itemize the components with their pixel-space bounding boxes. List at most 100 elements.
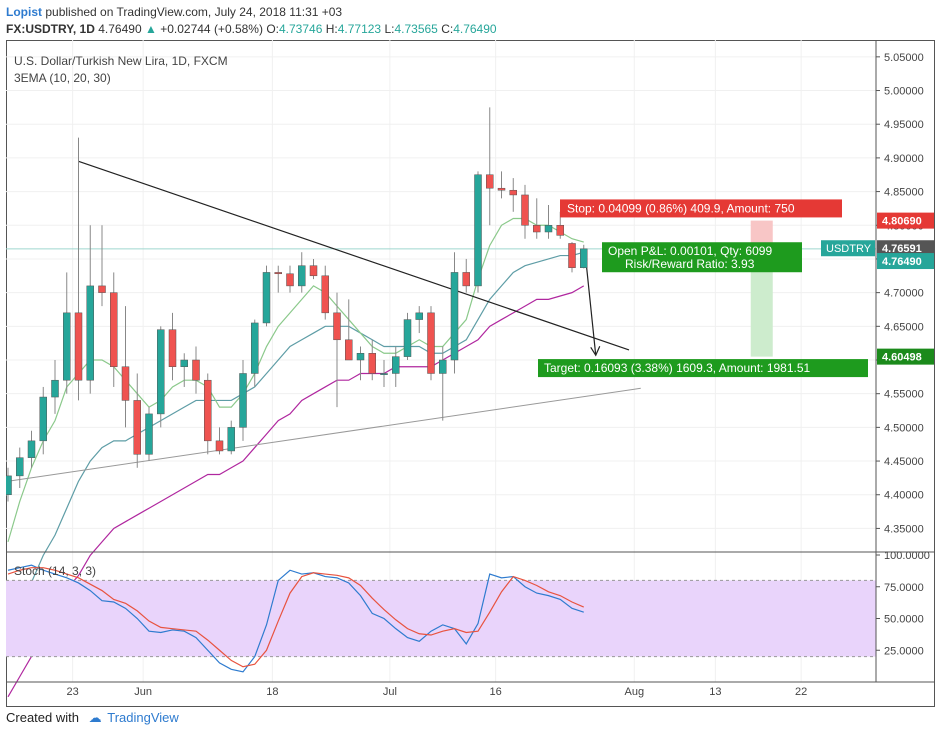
ema30-line <box>7 285 585 698</box>
author-link[interactable]: Lopist <box>6 5 42 19</box>
x-tick-label: Jul <box>383 686 397 698</box>
current-price-tag: 4.76591 <box>882 243 922 255</box>
uptrend-line <box>7 387 641 482</box>
candle-body <box>204 379 212 442</box>
last-price-tag-bg <box>877 253 934 270</box>
created-with-text: Created with <box>6 710 79 725</box>
stop-zone <box>750 220 773 249</box>
stoch-band <box>6 580 876 657</box>
x-tick-label: 16 <box>490 686 502 698</box>
axes: 5.050005.000004.950004.900004.850004.800… <box>6 40 935 698</box>
x-tick-label: 22 <box>795 686 807 698</box>
candle-body <box>486 174 494 189</box>
candle-body <box>356 353 365 361</box>
candle-body <box>368 353 376 374</box>
symbol-tag: USDTRY <box>826 243 872 255</box>
stoch-label: Stoch (14, 3, 3) <box>14 564 96 578</box>
stop-price-tag-bg <box>877 212 934 229</box>
target-zone <box>750 248 773 357</box>
candle-body <box>74 312 83 381</box>
pnl-label-line2: Risk/Reward Ratio: 3.93 <box>625 257 755 271</box>
symbol-header: FX:USDTRY, 1D 4.76490 ▲ +0.02744 (+0.58%… <box>6 21 497 37</box>
y-tick-label: 4.55000 <box>884 389 924 401</box>
stop-label-bg <box>560 199 842 218</box>
candle-body <box>333 312 341 341</box>
candle-body <box>321 275 329 314</box>
low-value: 4.73565 <box>394 22 438 36</box>
pnl-label-line1: Open P&L: 0.00101, Qty: 6099 <box>608 244 772 258</box>
candlesticks <box>4 107 588 502</box>
stop-price-tag: 4.80690 <box>882 216 922 228</box>
candle-body <box>427 312 435 374</box>
y-tick-label: 4.95000 <box>884 119 924 131</box>
publish-info: published on TradingView.com, July 24, 2… <box>45 5 343 19</box>
up-arrow-icon: ▲ <box>144 22 157 36</box>
candle-body <box>4 475 12 495</box>
candle-body <box>403 319 412 357</box>
candle-body <box>497 187 506 191</box>
footer: Created with ☁ TradingView <box>6 709 179 727</box>
candle-body <box>86 285 94 381</box>
candle-body <box>121 366 130 401</box>
open-value: 4.73746 <box>278 22 323 36</box>
low-label: L: <box>384 22 395 36</box>
y-tick-label: 5.00000 <box>884 86 924 98</box>
stoch-tick-label: 50.0000 <box>884 614 924 626</box>
candle-body <box>462 272 470 287</box>
close-label: C: <box>441 22 454 36</box>
y-tick-label: 5.05000 <box>884 52 924 64</box>
candle-body <box>450 272 459 361</box>
downtrend-line <box>78 160 630 351</box>
candle-body <box>533 225 541 233</box>
candle-body <box>51 379 59 398</box>
candle-body <box>274 272 282 275</box>
chart-title: U.S. Dollar/Turkish New Lira, 1D, FXCM <box>14 54 228 68</box>
x-tick-label: 13 <box>709 686 721 698</box>
candle-body <box>16 457 24 477</box>
symbol-tag-bg <box>821 240 875 257</box>
tradingview-link[interactable]: TradingView <box>107 710 179 725</box>
trend-lines <box>7 160 641 482</box>
y-tick-label: 4.90000 <box>884 153 924 165</box>
y-tick-label: 4.35000 <box>884 523 924 535</box>
projection-arrow-line <box>585 258 597 356</box>
candle-body <box>145 413 153 455</box>
stoch-k-line <box>7 564 584 673</box>
candle-body <box>568 243 576 268</box>
candle-body <box>63 312 71 381</box>
candle-body <box>168 329 177 367</box>
candle-body <box>298 265 306 287</box>
candle-body <box>39 396 47 442</box>
last-price: 4.76490 <box>98 22 142 36</box>
ema20-line <box>7 251 584 630</box>
candle-body <box>133 400 141 455</box>
candle-body <box>27 440 36 458</box>
y-tick-label: 4.65000 <box>884 321 924 333</box>
candle-body <box>521 194 529 226</box>
high-label: H: <box>325 22 338 36</box>
price-change: +0.02744 (+0.58%) <box>160 22 263 36</box>
cloud-icon: ☁ <box>88 710 102 725</box>
candle-body <box>110 292 118 367</box>
x-tick-label: Jun <box>134 686 152 698</box>
ema-lines <box>7 217 585 698</box>
price-chart[interactable]: 5.050005.000004.950004.900004.850004.800… <box>4 40 935 707</box>
high-value: 4.77123 <box>337 22 382 36</box>
candle-body <box>309 265 318 277</box>
candle-body <box>262 272 271 324</box>
candle-body <box>509 189 517 196</box>
candle-body <box>544 225 553 233</box>
publish-header: Lopist published on TradingView.com, Jul… <box>6 4 342 20</box>
last-price-tag: 4.76490 <box>882 256 922 268</box>
chart-container[interactable]: 5.050005.000004.950004.900004.850004.800… <box>4 40 935 707</box>
y-tick-label: 4.45000 <box>884 456 924 468</box>
candle-body <box>474 174 482 287</box>
y-tick-label: 4.85000 <box>884 187 924 199</box>
candle-body <box>157 329 165 415</box>
stochastic-panel <box>6 564 876 673</box>
candle-body <box>251 322 259 374</box>
x-tick-label: Aug <box>624 686 644 698</box>
symbol-name: FX:USDTRY, 1D <box>6 22 95 36</box>
target-label-bg <box>538 359 868 378</box>
